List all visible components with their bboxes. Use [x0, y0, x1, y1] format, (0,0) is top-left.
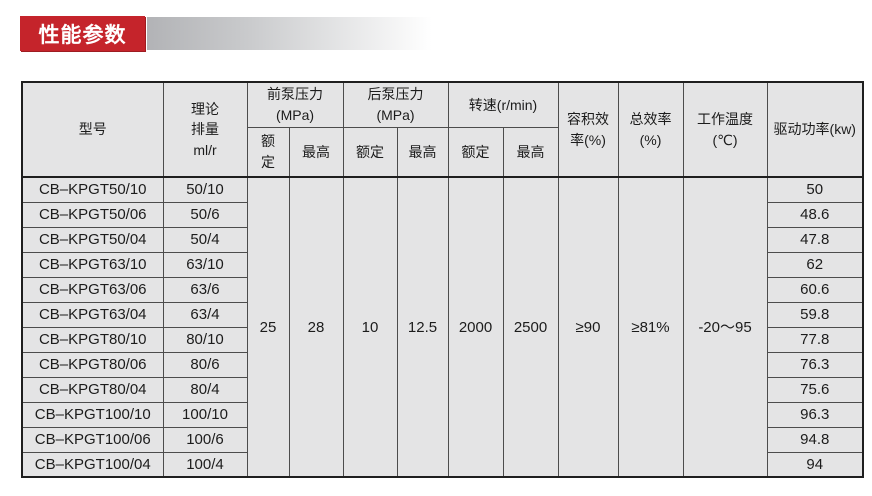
model-cell: CB–KPGT80/10	[21, 326, 164, 353]
model-cell: CB–KPGT63/06	[21, 276, 164, 303]
displacement-cell: 80/6	[162, 351, 248, 378]
col-group-speed: 转速(r/min)	[447, 81, 559, 128]
displacement-cell: 63/10	[162, 251, 248, 278]
drive-power-cell: 96.3	[766, 401, 864, 428]
drive-power-cell: 50	[766, 176, 864, 203]
col-group-rear-pressure: 后泵压力 (MPa)	[342, 81, 449, 128]
drive-power-cell: 59.8	[766, 301, 864, 328]
speed-rated-value-cell: 2000	[447, 176, 504, 478]
header-group-row: 型号 理论 排量 ml/r 前泵压力 (MPa) 后泵压力 (MPa) 转速(r…	[21, 81, 864, 178]
col-header-displacement: 理论 排量 ml/r	[162, 81, 248, 178]
section-title: 性能参数	[38, 23, 127, 47]
table-row: CB–KPGT80/10 80/10 77.8	[21, 326, 864, 353]
displacement-cell: 50/10	[162, 176, 248, 203]
model-cell: CB–KPGT100/10	[21, 401, 164, 428]
drive-power-cell: 75.6	[766, 376, 864, 403]
table-row: CB–KPGT63/04 63/4 59.8	[21, 301, 864, 328]
total-efficiency-value-cell: ≥81%	[617, 176, 684, 478]
col-header-model: 型号	[21, 81, 164, 178]
displacement-cell: 50/6	[162, 201, 248, 228]
drive-power-cell: 48.6	[766, 201, 864, 228]
model-cell: CB–KPGT100/04	[21, 451, 164, 478]
displacement-cell: 63/4	[162, 301, 248, 328]
col-header-volumetric-efficiency: 容积效 率(%)	[557, 81, 619, 178]
model-cell: CB–KPGT100/06	[21, 426, 164, 453]
displacement-cell: 100/4	[162, 451, 248, 478]
table-row: CB–KPGT50/04 50/4 47.8	[21, 226, 864, 253]
displacement-cell: 100/10	[162, 401, 248, 428]
model-cell: CB–KPGT50/04	[21, 226, 164, 253]
table-row: CB–KPGT100/10 100/10 96.3	[21, 401, 864, 428]
displacement-cell: 100/6	[162, 426, 248, 453]
drive-power-cell: 94	[766, 451, 864, 478]
drive-power-cell: 76.3	[766, 351, 864, 378]
model-cell: CB–KPGT50/06	[21, 201, 164, 228]
rear-max-value-cell: 12.5	[396, 176, 449, 478]
col-header-speed-max: 最高	[502, 126, 559, 178]
table-row: CB–KPGT100/04 100/4 94	[21, 451, 864, 478]
drive-power-cell: 60.6	[766, 276, 864, 303]
model-cell: CB–KPGT63/10	[21, 251, 164, 278]
header-sub-row: 额 定 最高 额定 最高 额定 最高	[22, 126, 863, 178]
col-header-rear-rated: 额定	[342, 126, 398, 178]
displacement-cell: 80/4	[162, 376, 248, 403]
table-row: CB–KPGT80/06 80/6 76.3	[21, 351, 864, 378]
displacement-cell: 80/10	[162, 326, 248, 353]
working-temperature-value-cell: -20～95	[682, 176, 768, 478]
table-row: CB–KPGT100/06 100/6 94.8	[21, 426, 864, 453]
model-cell: CB–KPGT80/04	[21, 376, 164, 403]
drive-power-cell: 62	[766, 251, 864, 278]
displacement-cell: 50/4	[162, 226, 248, 253]
section-title-badge: 性能参数	[20, 16, 145, 51]
col-header-drive-power: 驱动功率(kw)	[766, 81, 864, 178]
table-row: CB–KPGT63/06 63/6 60.6	[21, 276, 864, 303]
table-row: CB–KPGT80/04 80/4 75.6	[21, 376, 864, 403]
model-cell: CB–KPGT63/04	[21, 301, 164, 328]
table-row: CB–KPGT50/10 50/10 25 28 10 12.5 2000 25…	[21, 176, 864, 478]
col-header-front-rated: 额 定	[246, 126, 290, 178]
model-cell: CB–KPGT80/06	[21, 351, 164, 378]
rear-rated-value-cell: 10	[342, 176, 398, 478]
col-header-speed-rated: 额定	[447, 126, 504, 178]
drive-power-cell: 47.8	[766, 226, 864, 253]
displacement-cell: 63/6	[162, 276, 248, 303]
model-cell: CB–KPGT50/10	[21, 176, 164, 203]
title-gradient-bar	[147, 17, 432, 50]
volumetric-efficiency-value-cell: ≥90	[557, 176, 619, 478]
col-group-front-pressure: 前泵压力 (MPa)	[246, 81, 344, 128]
front-rated-value-cell: 25	[246, 176, 290, 478]
col-header-rear-max: 最高	[396, 126, 449, 178]
performance-spec-table: 型号 理论 排量 ml/r 前泵压力 (MPa) 后泵压力 (MPa) 转速(r…	[21, 81, 864, 478]
front-max-value-cell: 28	[288, 176, 344, 478]
col-header-working-temperature: 工作温度 (℃)	[682, 81, 768, 178]
col-header-total-efficiency: 总效率 (%)	[617, 81, 684, 178]
col-header-front-max: 最高	[288, 126, 344, 178]
drive-power-cell: 77.8	[766, 326, 864, 353]
drive-power-cell: 94.8	[766, 426, 864, 453]
speed-max-value-cell: 2500	[502, 176, 559, 478]
spec-table-container: 型号 理论 排量 ml/r 前泵压力 (MPa) 后泵压力 (MPa) 转速(r…	[21, 81, 864, 478]
